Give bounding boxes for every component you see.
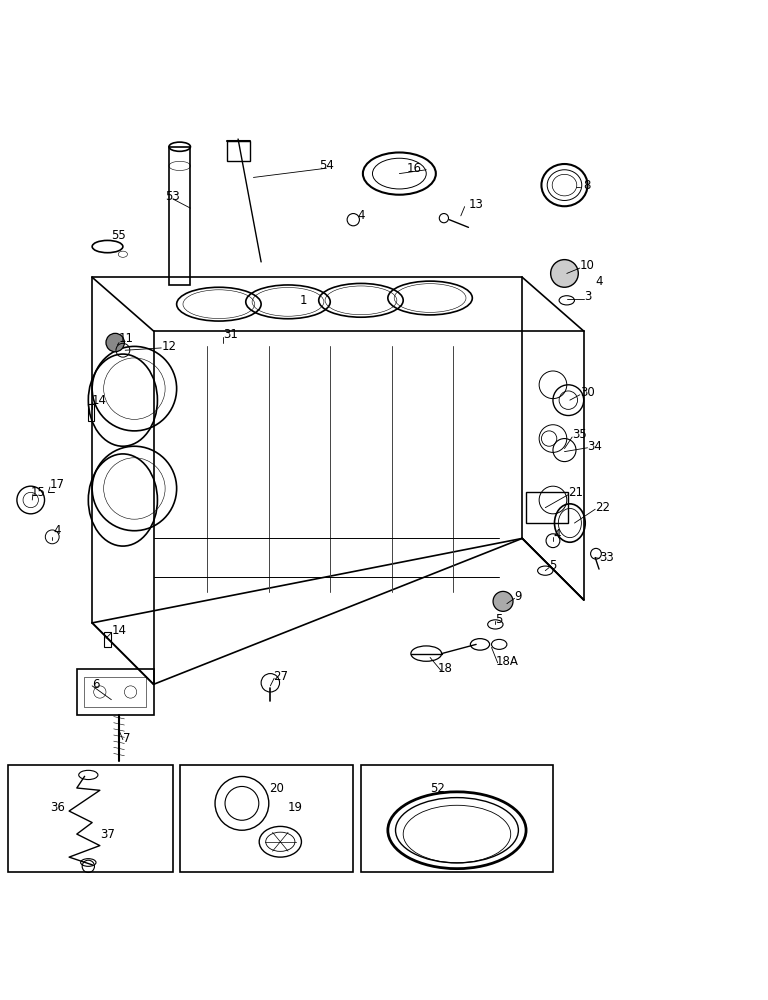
Text: 15: 15 <box>31 486 45 499</box>
Text: 33: 33 <box>599 551 614 564</box>
Bar <box>526 492 568 523</box>
Bar <box>8 765 173 872</box>
Text: 18: 18 <box>438 662 452 675</box>
Bar <box>227 141 250 161</box>
Text: 55: 55 <box>111 229 126 242</box>
Bar <box>361 765 553 872</box>
Text: 31: 31 <box>223 328 237 341</box>
Text: 4: 4 <box>553 528 561 541</box>
Text: 22: 22 <box>595 501 611 514</box>
Text: 14: 14 <box>92 394 108 407</box>
Text: 34: 34 <box>588 440 602 453</box>
Text: 1: 1 <box>300 294 307 307</box>
Bar <box>77 669 154 715</box>
Text: 35: 35 <box>572 428 587 441</box>
Text: 8: 8 <box>584 179 591 192</box>
Text: 19: 19 <box>288 801 303 814</box>
Text: 20: 20 <box>269 782 283 794</box>
Text: 4: 4 <box>357 209 365 222</box>
Text: 9: 9 <box>515 589 522 602</box>
Circle shape <box>106 333 124 352</box>
Text: 36: 36 <box>50 801 65 814</box>
Text: 18A: 18A <box>495 655 518 668</box>
Text: 30: 30 <box>580 386 594 399</box>
Text: 6: 6 <box>92 678 100 691</box>
Text: 10: 10 <box>580 259 594 272</box>
Text: 5: 5 <box>495 613 503 626</box>
Text: 5: 5 <box>549 559 557 572</box>
Bar <box>88 404 94 421</box>
Text: 53: 53 <box>165 190 180 203</box>
Text: 12: 12 <box>161 340 177 353</box>
Text: 54: 54 <box>319 159 333 172</box>
Text: 11: 11 <box>119 332 134 345</box>
Text: 7: 7 <box>123 732 131 745</box>
Text: 13: 13 <box>468 198 483 211</box>
Text: 4: 4 <box>54 524 61 537</box>
Text: 21: 21 <box>568 486 584 499</box>
Text: 16: 16 <box>407 162 422 175</box>
Bar <box>104 632 111 647</box>
Text: 52: 52 <box>430 782 445 794</box>
Text: 27: 27 <box>273 670 288 683</box>
Circle shape <box>551 260 578 287</box>
Text: 14: 14 <box>111 624 127 637</box>
Text: 17: 17 <box>50 478 65 491</box>
Circle shape <box>493 591 513 611</box>
Text: 4: 4 <box>595 275 603 288</box>
Text: 37: 37 <box>100 828 114 841</box>
Bar <box>169 147 190 285</box>
Bar <box>180 765 353 872</box>
Bar <box>84 677 146 707</box>
Text: 3: 3 <box>584 290 591 303</box>
